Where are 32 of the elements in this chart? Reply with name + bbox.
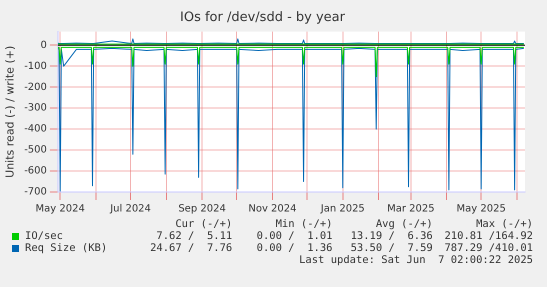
y-tick-label: -600 [24,166,47,177]
text: Avg (-/+) [374,218,433,230]
text: Min (-/+) [274,218,332,230]
text: 13.19 / 6.36 [350,230,433,242]
legend-label: Req Size (KB) [25,242,108,254]
text: Last update: Sat Jun 7 02:00:22 2025 [298,254,533,266]
y-tick-label: 0 [40,40,47,51]
x-tick-label: May 2024 [36,204,85,215]
x-tick-label: Mar 2025 [387,204,435,215]
text: 24.67 / 7.76 [149,242,232,254]
x-tick-label: Sep 2024 [178,204,226,215]
text: 0.00 / 1.36 [256,242,332,254]
y-axis-title: Units read (-) / write (+) [3,46,16,178]
y-tick-label: -500 [24,144,47,156]
text: Cur (-/+) [174,218,232,230]
text: 210.81 /164.92 [443,230,533,242]
x-tick-label: Jan 2025 [320,204,365,215]
text: 787.29 /410.01 [443,242,533,254]
text: 0.00 / 1.01 [256,230,332,242]
x-tick-label: May 2025 [456,204,506,215]
text: 53.50 / 7.59 [350,242,433,254]
legend-label: IO/sec [25,230,63,242]
x-tick-label: Jul 2024 [109,204,151,215]
y-tick-label: -400 [24,124,47,135]
x-tick-label: Nov 2024 [248,204,296,215]
y-tick-label: -100 [24,60,47,72]
y-tick-label: -200 [24,82,47,93]
y-tick-label: -300 [24,102,47,114]
chart-title: IOs for /dev/sdd - by year [180,10,346,26]
text: Max (-/+) [475,218,533,230]
text: 7.62 / 5.11 [155,230,232,242]
y-tick-label: -700 [24,186,47,198]
